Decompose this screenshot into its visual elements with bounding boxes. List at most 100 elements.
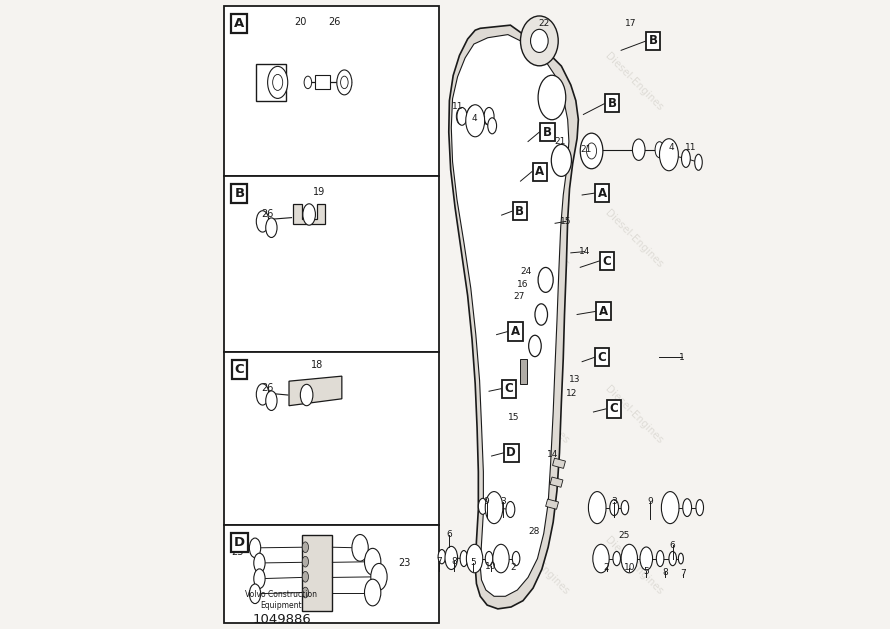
Ellipse shape (506, 501, 514, 518)
Ellipse shape (485, 492, 503, 523)
Ellipse shape (467, 106, 480, 127)
Text: 15: 15 (560, 217, 571, 226)
Ellipse shape (529, 335, 541, 357)
Ellipse shape (303, 542, 309, 552)
Text: 2: 2 (603, 564, 610, 572)
Ellipse shape (438, 550, 446, 564)
Bar (256, 64, 287, 101)
Ellipse shape (538, 75, 566, 120)
Ellipse shape (249, 584, 261, 604)
Bar (223, 352, 439, 525)
Bar (223, 6, 439, 176)
Text: 9: 9 (483, 498, 490, 506)
Text: 13: 13 (570, 375, 581, 384)
Text: 3: 3 (500, 498, 506, 506)
Ellipse shape (521, 16, 558, 66)
Ellipse shape (457, 108, 467, 125)
Text: C: C (598, 351, 607, 364)
Text: C: C (504, 382, 513, 395)
Bar (315, 75, 330, 89)
Text: Diesel-Engines: Diesel-Engines (225, 208, 287, 270)
Ellipse shape (445, 547, 457, 569)
Text: 27: 27 (514, 292, 525, 301)
Ellipse shape (465, 105, 485, 136)
Ellipse shape (341, 76, 348, 89)
Ellipse shape (466, 544, 482, 573)
Polygon shape (293, 204, 326, 224)
Text: 10: 10 (485, 562, 497, 571)
Text: A: A (598, 187, 607, 199)
Ellipse shape (303, 587, 309, 598)
Ellipse shape (254, 569, 265, 589)
Bar (223, 525, 439, 623)
Text: Diesel-Engines: Diesel-Engines (225, 51, 287, 113)
Ellipse shape (695, 154, 702, 170)
Text: D: D (234, 537, 245, 549)
Text: 26: 26 (262, 383, 274, 393)
Ellipse shape (488, 118, 497, 134)
Text: 4: 4 (668, 143, 675, 152)
Ellipse shape (633, 139, 645, 160)
Text: 7: 7 (680, 569, 685, 578)
Text: 28: 28 (528, 527, 539, 536)
Text: 9: 9 (647, 498, 653, 506)
Text: 7: 7 (436, 557, 441, 565)
Text: Diesel-Engines: Diesel-Engines (603, 208, 665, 270)
Ellipse shape (478, 498, 487, 515)
Ellipse shape (304, 76, 311, 89)
Text: Diesel-Engines: Diesel-Engines (320, 208, 382, 270)
Ellipse shape (493, 544, 509, 573)
Text: Diesel-Engines: Diesel-Engines (508, 384, 570, 446)
Ellipse shape (656, 550, 664, 567)
Text: 2: 2 (510, 564, 515, 572)
Text: Diesel-Engines: Diesel-Engines (320, 51, 382, 113)
Ellipse shape (610, 499, 619, 516)
Text: 10: 10 (624, 564, 635, 572)
Text: 25: 25 (619, 532, 630, 540)
Ellipse shape (365, 548, 381, 575)
Bar (520, 359, 527, 384)
Ellipse shape (457, 108, 465, 125)
Text: B: B (543, 126, 552, 138)
Text: Volvo Construction
Equipment: Volvo Construction Equipment (246, 590, 318, 610)
Ellipse shape (460, 550, 467, 567)
Text: 24: 24 (520, 267, 531, 276)
Ellipse shape (587, 143, 596, 159)
Text: 6: 6 (670, 541, 676, 550)
Ellipse shape (661, 492, 679, 523)
Ellipse shape (513, 552, 520, 565)
Text: Diesel-Engines: Diesel-Engines (603, 535, 665, 597)
Text: 19: 19 (313, 187, 326, 197)
Text: Diesel-Engines: Diesel-Engines (225, 535, 287, 597)
Text: 16: 16 (516, 280, 528, 289)
Text: 22: 22 (538, 19, 550, 28)
Text: 14: 14 (579, 247, 590, 256)
Text: 15: 15 (508, 413, 520, 422)
Ellipse shape (621, 501, 628, 515)
Text: 21: 21 (580, 145, 592, 153)
Ellipse shape (266, 391, 277, 411)
Text: A: A (599, 305, 608, 318)
Polygon shape (449, 25, 578, 609)
Text: B: B (649, 35, 658, 47)
Bar (550, 477, 563, 487)
Text: Diesel-Engines: Diesel-Engines (508, 208, 570, 270)
Text: Diesel-Engines: Diesel-Engines (508, 535, 570, 597)
Text: 23: 23 (399, 558, 411, 568)
Text: 4: 4 (472, 114, 477, 123)
Polygon shape (451, 35, 569, 596)
Text: 26: 26 (262, 209, 274, 219)
Ellipse shape (484, 108, 494, 125)
Text: 8: 8 (662, 568, 668, 577)
Bar (223, 176, 439, 352)
Text: 26: 26 (328, 17, 341, 27)
Text: 25: 25 (231, 547, 244, 557)
Text: 5: 5 (471, 559, 476, 567)
Ellipse shape (303, 204, 315, 225)
Ellipse shape (678, 554, 684, 564)
Text: Diesel-Engines: Diesel-Engines (603, 51, 665, 113)
Ellipse shape (268, 67, 287, 98)
Ellipse shape (336, 70, 352, 95)
Text: 18: 18 (311, 360, 323, 370)
Ellipse shape (254, 553, 265, 573)
